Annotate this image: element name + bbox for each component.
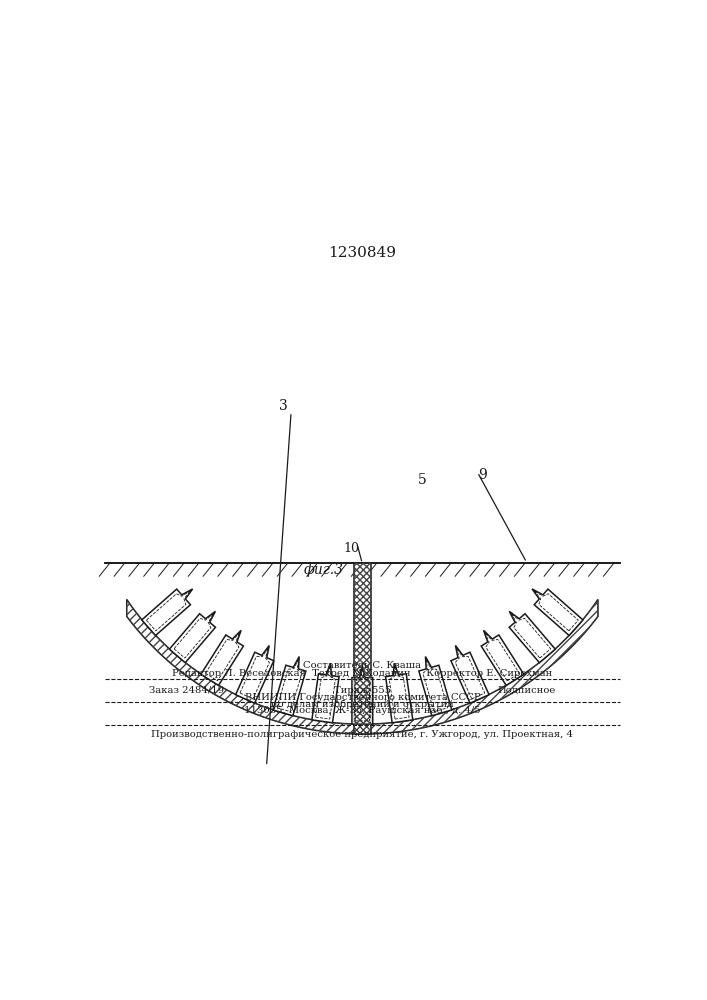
Polygon shape — [419, 657, 452, 716]
Text: 9: 9 — [479, 468, 487, 482]
Polygon shape — [481, 630, 524, 685]
Text: Производственно-полиграфическое предприятие, г. Ужгород, ул. Проектная, 4: Производственно-полиграфическое предприя… — [151, 730, 573, 739]
Text: ВНИИПИ Государственного комитета СССР: ВНИИПИ Государственного комитета СССР — [245, 693, 480, 702]
Polygon shape — [312, 663, 339, 723]
Text: 5: 5 — [419, 473, 427, 487]
Polygon shape — [127, 599, 598, 734]
Polygon shape — [354, 563, 370, 734]
Text: Составитель С. Кваша: Составитель С. Кваша — [303, 661, 421, 670]
Text: 10: 10 — [344, 542, 359, 555]
Polygon shape — [509, 611, 555, 663]
Text: фиг.3: фиг.3 — [304, 562, 344, 577]
Text: 113035, Москва, Ж-35, Раушская наб., д. 4/5: 113035, Москва, Ж-35, Раушская наб., д. … — [244, 706, 481, 715]
Text: 1230849: 1230849 — [328, 246, 397, 260]
Text: Заказ 2484/19: Заказ 2484/19 — [149, 686, 225, 695]
Polygon shape — [451, 646, 489, 703]
Text: Редактор Л. Веселовская  Техред М.Ходанич     Корректор Е. Сирохман: Редактор Л. Веселовская Техред М.Ходанич… — [173, 669, 552, 678]
Polygon shape — [385, 663, 413, 723]
Polygon shape — [142, 589, 192, 636]
Polygon shape — [273, 657, 306, 716]
Text: 3: 3 — [279, 399, 287, 413]
Text: по делам изобретений и открытий: по делам изобретений и открытий — [271, 699, 454, 709]
Polygon shape — [532, 589, 583, 636]
Polygon shape — [352, 666, 373, 724]
Text: Тираж 555: Тираж 555 — [334, 686, 391, 695]
Text: Подписное: Подписное — [498, 686, 556, 695]
Polygon shape — [235, 646, 274, 703]
Polygon shape — [201, 630, 243, 685]
Polygon shape — [170, 611, 216, 663]
